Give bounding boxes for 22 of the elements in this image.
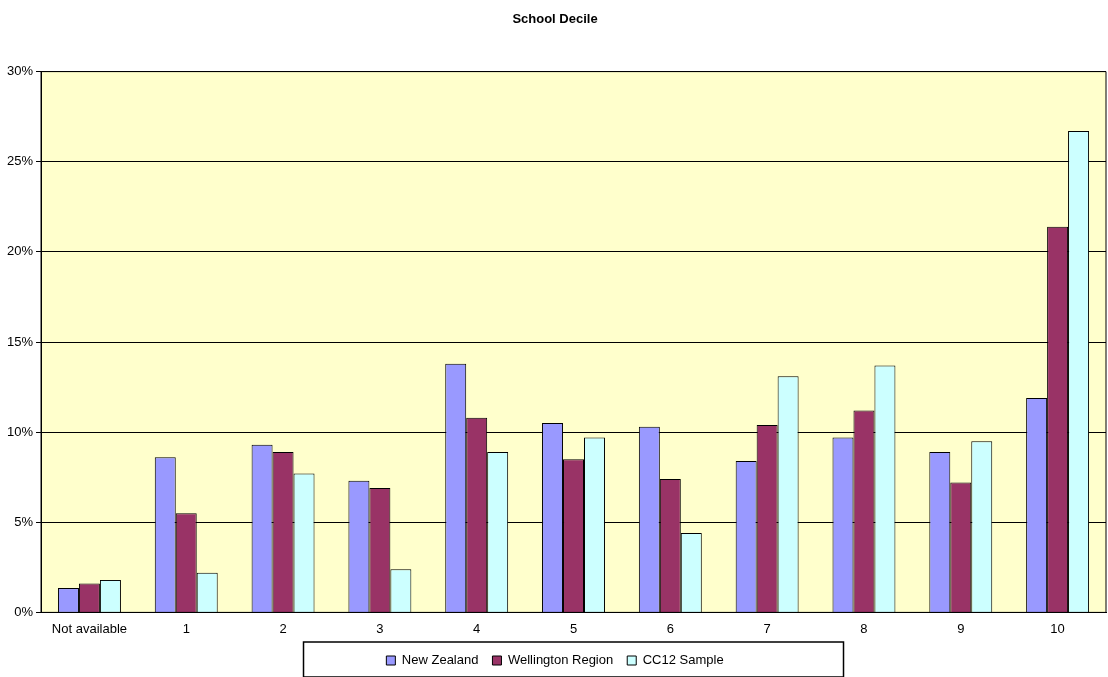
y-tick-label: 5% [14, 513, 34, 529]
chart-title: School Decile [512, 11, 598, 27]
y-tick-label: 15% [6, 333, 34, 349]
x-tick-label: 1 [182, 620, 190, 636]
x-tick-label: 5 [569, 620, 578, 636]
x-tick-label: 7 [763, 620, 771, 636]
y-tick-label: 30% [6, 63, 34, 79]
x-tick-label: 3 [376, 620, 384, 636]
y-tick-label: 10% [6, 423, 34, 439]
x-tick-label: 2 [279, 620, 287, 636]
y-tick-label: 0% [14, 603, 34, 619]
x-tick-label: 9 [957, 620, 965, 636]
x-tick-label: Not available [51, 620, 128, 636]
x-tick-label: 6 [666, 620, 674, 636]
y-tick-label: 25% [6, 153, 34, 169]
x-tick-label: 4 [473, 620, 481, 636]
legend-label: Wellington Region [507, 652, 614, 668]
x-tick-label: 10 [1050, 620, 1065, 636]
legend-label: New Zealand [401, 652, 479, 668]
legend-label: CC12 Sample [642, 652, 724, 668]
x-tick-label: 8 [860, 620, 868, 636]
y-tick-label: 20% [6, 243, 34, 259]
